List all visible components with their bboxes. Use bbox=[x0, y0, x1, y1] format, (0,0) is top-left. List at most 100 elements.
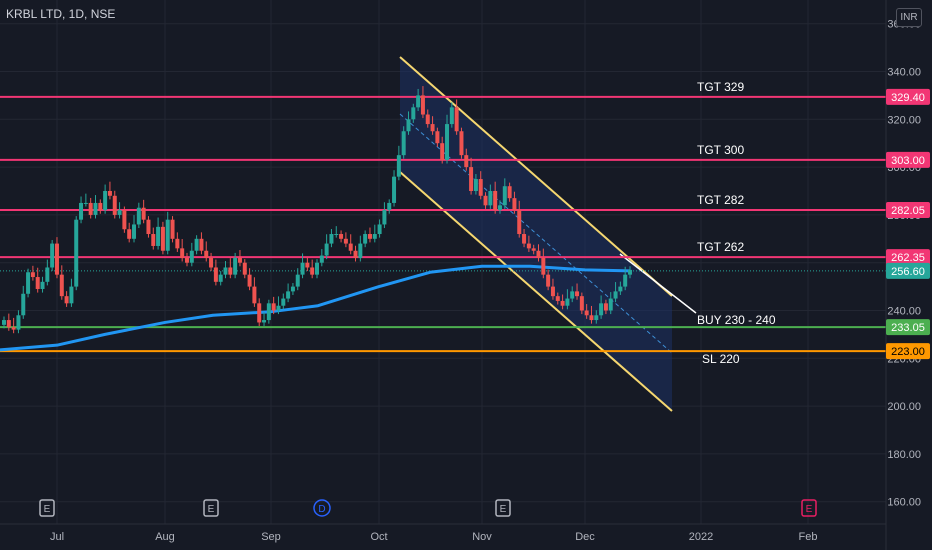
candle-body bbox=[218, 274, 223, 282]
candle-body bbox=[64, 296, 69, 304]
candle-body bbox=[117, 210, 122, 215]
candle-body bbox=[93, 202, 98, 215]
price-tags: 329.40 303.00 282.05 262.35 233.05 223.00 256.… bbox=[886, 88, 930, 360]
candle-body bbox=[315, 262, 319, 275]
candle-body bbox=[156, 226, 161, 246]
candle-body bbox=[579, 296, 584, 311]
candle-body bbox=[570, 291, 575, 299]
x-tick-label: Aug bbox=[155, 531, 175, 543]
candle-body bbox=[420, 95, 425, 115]
candle-body bbox=[271, 303, 276, 311]
level-annotation: TGT 300 bbox=[697, 143, 744, 157]
price-tag-label: 282.05 bbox=[891, 205, 925, 217]
candle-body bbox=[213, 267, 218, 282]
price-tag-bg bbox=[886, 88, 930, 105]
candle-body bbox=[546, 274, 551, 287]
y-tick-label: 200.00 bbox=[887, 401, 921, 413]
y-tick-label: 240.00 bbox=[887, 306, 921, 318]
candle-body bbox=[550, 286, 555, 297]
price-tag-label: 303.00 bbox=[891, 155, 925, 167]
candle-body bbox=[237, 257, 242, 263]
candle-body bbox=[79, 202, 84, 220]
candle-body bbox=[343, 238, 348, 244]
candle-body bbox=[160, 226, 165, 251]
x-tick-label: Nov bbox=[472, 531, 492, 543]
candle-body bbox=[2, 320, 6, 325]
event-label: D bbox=[318, 504, 325, 515]
price-tag-label: 233.05 bbox=[891, 322, 925, 334]
candle-body bbox=[589, 315, 594, 321]
candle-body bbox=[6, 320, 11, 328]
candle-body bbox=[367, 234, 372, 239]
candle-body bbox=[363, 234, 368, 244]
symbol-title[interactable]: KRBL LTD, 1D, NSE bbox=[6, 7, 116, 21]
price-tag-label: 329.40 bbox=[891, 92, 925, 104]
level-annotation: SL 220 bbox=[702, 352, 740, 366]
candle-body bbox=[387, 202, 392, 211]
candle-body bbox=[83, 202, 88, 204]
candle-body bbox=[194, 238, 199, 251]
candle-body bbox=[526, 243, 531, 249]
candle-body bbox=[469, 167, 474, 191]
candle-body bbox=[435, 131, 440, 144]
candle-body bbox=[536, 250, 541, 258]
candle-body bbox=[151, 234, 156, 246]
event-label: E bbox=[806, 504, 813, 515]
candle-body bbox=[107, 191, 112, 196]
x-tick-label: Oct bbox=[370, 531, 387, 543]
candle-body bbox=[122, 210, 127, 230]
candle-body bbox=[382, 210, 387, 225]
candle-body bbox=[473, 179, 478, 191]
candle-body bbox=[493, 191, 498, 211]
candle-body bbox=[599, 303, 604, 316]
candle-body bbox=[628, 269, 632, 275]
candle-body bbox=[372, 234, 377, 239]
candle-body bbox=[189, 250, 194, 263]
price-tag-label: 223.00 bbox=[891, 346, 925, 358]
x-axis: Jul Aug Sep Oct Nov Dec 2022 Feb bbox=[0, 523, 886, 543]
candle-body bbox=[69, 286, 74, 304]
candle-body bbox=[483, 195, 488, 206]
candle-body bbox=[175, 238, 180, 249]
level-annotation: TGT 262 bbox=[697, 240, 744, 254]
currency-button[interactable]: INR bbox=[896, 8, 922, 27]
earnings-marker bbox=[801, 499, 817, 517]
candle-body bbox=[488, 191, 493, 206]
candle-body bbox=[305, 262, 310, 268]
candle-body bbox=[286, 291, 291, 299]
channel-fill bbox=[400, 57, 672, 411]
candle-body bbox=[281, 298, 286, 306]
candle-body bbox=[146, 219, 151, 235]
candle-body bbox=[132, 224, 137, 239]
candle-body bbox=[136, 207, 141, 225]
candle-body bbox=[517, 210, 522, 235]
candle-body bbox=[454, 107, 459, 132]
candle-body bbox=[613, 291, 618, 299]
candle-body bbox=[430, 124, 435, 132]
candle-body bbox=[623, 274, 628, 287]
candle-body bbox=[324, 243, 329, 256]
moving-average bbox=[0, 264, 631, 352]
breakout-arrow-line bbox=[619, 253, 697, 314]
candle-body bbox=[45, 267, 50, 282]
candle-body bbox=[199, 238, 204, 251]
candle-body bbox=[560, 300, 565, 306]
candle-body bbox=[497, 205, 502, 211]
candle-body bbox=[618, 286, 623, 292]
earnings-marker bbox=[203, 499, 219, 517]
price-tag-bg bbox=[886, 319, 930, 336]
candle-body bbox=[180, 248, 185, 258]
channel-median-line bbox=[399, 113, 673, 354]
candle-body bbox=[584, 310, 589, 316]
y-tick-label: 160.00 bbox=[887, 497, 921, 509]
candle-body bbox=[392, 176, 397, 203]
candle-body bbox=[406, 119, 411, 132]
price-tag-label: 262.35 bbox=[891, 252, 925, 264]
candle-body bbox=[411, 107, 416, 120]
candle-body bbox=[478, 179, 483, 196]
candle-body bbox=[247, 274, 252, 287]
y-tick-label: 340.00 bbox=[887, 67, 921, 79]
